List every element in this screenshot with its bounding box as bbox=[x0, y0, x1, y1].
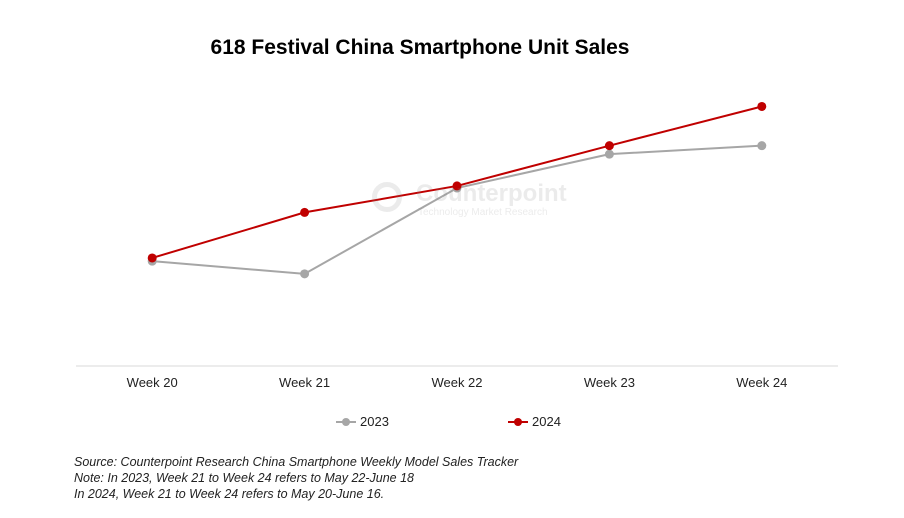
legend-swatch-2024 bbox=[508, 417, 528, 426]
data-point-2024 bbox=[147, 253, 157, 263]
data-point-2024 bbox=[452, 181, 462, 191]
x-tick-label: Week 21 bbox=[279, 375, 330, 390]
data-point-2024 bbox=[604, 141, 614, 151]
chart-legend: 2023 2024 bbox=[0, 414, 904, 434]
data-point-2023 bbox=[300, 269, 310, 279]
legend-label-2023: 2023 bbox=[360, 414, 389, 429]
source-line: Source: Counterpoint Research China Smar… bbox=[74, 455, 519, 469]
note-line-2024: In 2024, Week 21 to Week 24 refers to Ma… bbox=[74, 487, 385, 501]
x-tick-label: Week 20 bbox=[127, 375, 178, 390]
watermark-tagline: Technology Market Research bbox=[418, 207, 548, 218]
x-tick-label: Week 22 bbox=[431, 375, 482, 390]
watermark-name: Counterpoint bbox=[416, 180, 567, 207]
source-notes: Source: Counterpoint Research China Smar… bbox=[74, 454, 518, 502]
note-line-2023: Note: In 2023, Week 21 to Week 24 refers… bbox=[74, 471, 415, 485]
data-point-2023 bbox=[604, 149, 614, 159]
legend-label-2024: 2024 bbox=[532, 414, 561, 429]
legend-item-2024: 2024 bbox=[508, 414, 561, 429]
chart-plot-area: Week 20 Week 21 Week 22 Week 23 Week 24 bbox=[76, 101, 838, 390]
counterpoint-logo-icon bbox=[372, 182, 402, 212]
x-tick-label: Week 24 bbox=[736, 375, 787, 390]
chart-title: 618 Festival China Smartphone Unit Sales bbox=[210, 36, 630, 59]
data-point-2024 bbox=[757, 101, 767, 111]
x-tick-label: Week 23 bbox=[584, 375, 635, 390]
legend-item-2023: 2023 bbox=[336, 414, 389, 429]
data-point-2024 bbox=[300, 207, 310, 217]
legend-swatch-2023 bbox=[336, 417, 356, 426]
data-point-2023 bbox=[757, 141, 767, 151]
